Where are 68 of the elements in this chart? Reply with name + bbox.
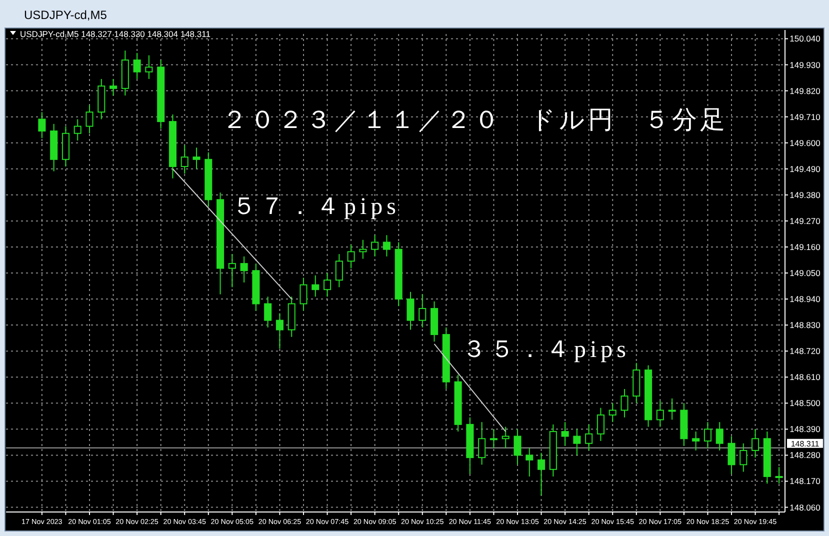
y-tick-label: 149.160 <box>790 242 821 252</box>
candlestick <box>716 422 724 451</box>
candlestick <box>38 112 46 139</box>
candlestick <box>240 256 248 283</box>
text: ２０２３／１１／２０ ドル円 ５分足 <box>222 107 728 134</box>
y-tick-label: 149.270 <box>790 216 821 226</box>
candlestick <box>526 448 534 478</box>
candlestick <box>110 78 118 96</box>
y-tick-label: 148.280 <box>790 450 821 460</box>
candlestick <box>145 54 153 80</box>
candlestick <box>775 466 783 484</box>
candlestick <box>276 312 284 350</box>
candlestick <box>502 426 510 449</box>
candlestick <box>228 254 236 288</box>
y-tick-label: 148.830 <box>790 320 821 330</box>
annotation: USDJPY-cd,M5 148.327 148.330 148.304 148.311 <box>20 29 211 39</box>
annotation: ５７．４pips <box>232 194 400 220</box>
candlestick <box>490 428 498 449</box>
candlestick <box>312 274 320 298</box>
annotation: ３５．４pips <box>462 337 630 363</box>
candlestick <box>585 424 593 451</box>
y-tick-label: 148.390 <box>790 424 821 434</box>
candlestick <box>596 407 604 442</box>
candlestick <box>538 452 546 496</box>
candlestick <box>180 144 188 174</box>
candlestick <box>418 294 426 328</box>
candlestick <box>514 428 522 466</box>
candlestick <box>382 234 390 257</box>
candlestick <box>740 442 748 472</box>
y-tick-label: 148.060 <box>790 502 821 512</box>
y-tick-label: 150.040 <box>790 34 821 44</box>
candlestick <box>371 234 379 257</box>
y-tick-label: 148.610 <box>790 372 821 382</box>
y-tick-label: 149.930 <box>790 60 821 70</box>
candlestick <box>335 254 343 288</box>
candlestick <box>86 104 94 134</box>
y-tick-label: 148.940 <box>790 294 821 304</box>
candlestick <box>573 428 581 456</box>
candlestick <box>752 428 760 458</box>
y-tick-label: 149.490 <box>790 164 821 174</box>
ref-line-label: 148.311 <box>790 439 820 448</box>
y-tick-label: 148.720 <box>790 346 821 356</box>
candlestick <box>728 436 736 475</box>
y-tick-label: 148.500 <box>790 398 821 408</box>
y-tick-label: 149.710 <box>790 112 821 122</box>
candlestick <box>192 147 200 170</box>
y-tick-label: 148.170 <box>790 476 821 486</box>
candlestick <box>264 296 272 328</box>
candlestick <box>478 422 486 466</box>
candlestick <box>74 118 82 141</box>
candlestick <box>608 402 616 423</box>
candlestick <box>668 398 676 420</box>
candlestick <box>704 422 712 449</box>
candlestick <box>300 277 308 312</box>
candlestick <box>347 244 355 269</box>
y-tick-label: 149.600 <box>790 138 821 148</box>
candlestick <box>692 431 700 451</box>
candlestick <box>656 400 664 428</box>
candlestick <box>406 291 414 330</box>
text: USDJPY-cd,M5 <box>24 8 108 22</box>
candlestick <box>620 388 628 418</box>
candlestick <box>133 52 141 80</box>
candlestick <box>561 422 569 446</box>
y-tick-label: 149.820 <box>790 86 821 96</box>
candlestick <box>324 272 332 298</box>
candlestick <box>359 239 367 260</box>
y-tick-label: 149.380 <box>790 190 821 200</box>
y-tick-label: 149.050 <box>790 268 821 278</box>
